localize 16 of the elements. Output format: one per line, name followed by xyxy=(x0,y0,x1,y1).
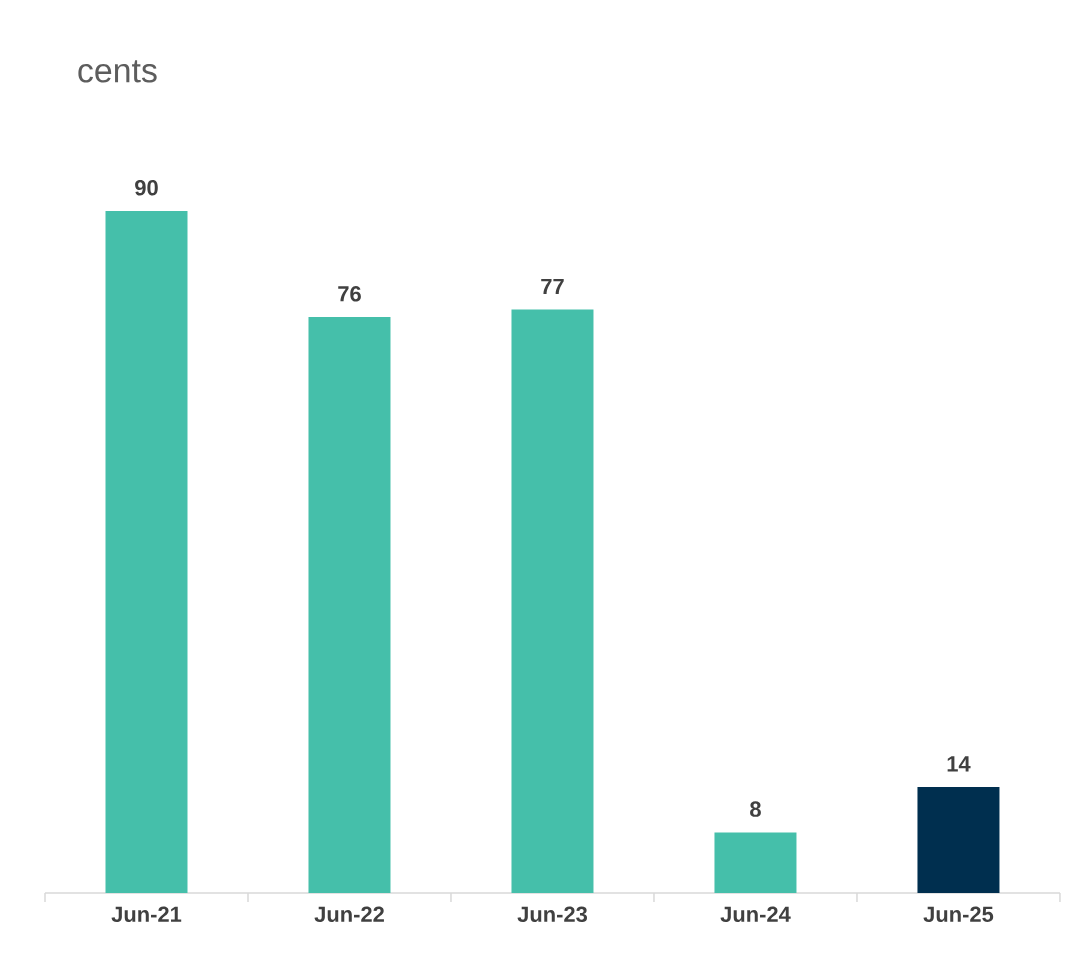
x-tick-label: Jun-22 xyxy=(314,906,384,923)
data-label: 14 xyxy=(947,756,971,772)
x-tick-label: Jun-25 xyxy=(923,906,994,923)
bar xyxy=(308,317,391,893)
data-label: 8 xyxy=(750,801,761,817)
bar xyxy=(714,832,797,893)
bar xyxy=(105,210,188,893)
x-tick-label: Jun-21 xyxy=(111,906,182,923)
data-label: 77 xyxy=(541,278,564,294)
x-tick-label: Jun-24 xyxy=(720,906,791,923)
bar xyxy=(917,786,1000,893)
data-label: 90 xyxy=(135,179,158,196)
x-tick-label: Jun-23 xyxy=(517,906,588,923)
bar xyxy=(511,309,594,893)
data-label: 76 xyxy=(338,286,361,302)
y-axis-title: cents xyxy=(78,60,157,83)
